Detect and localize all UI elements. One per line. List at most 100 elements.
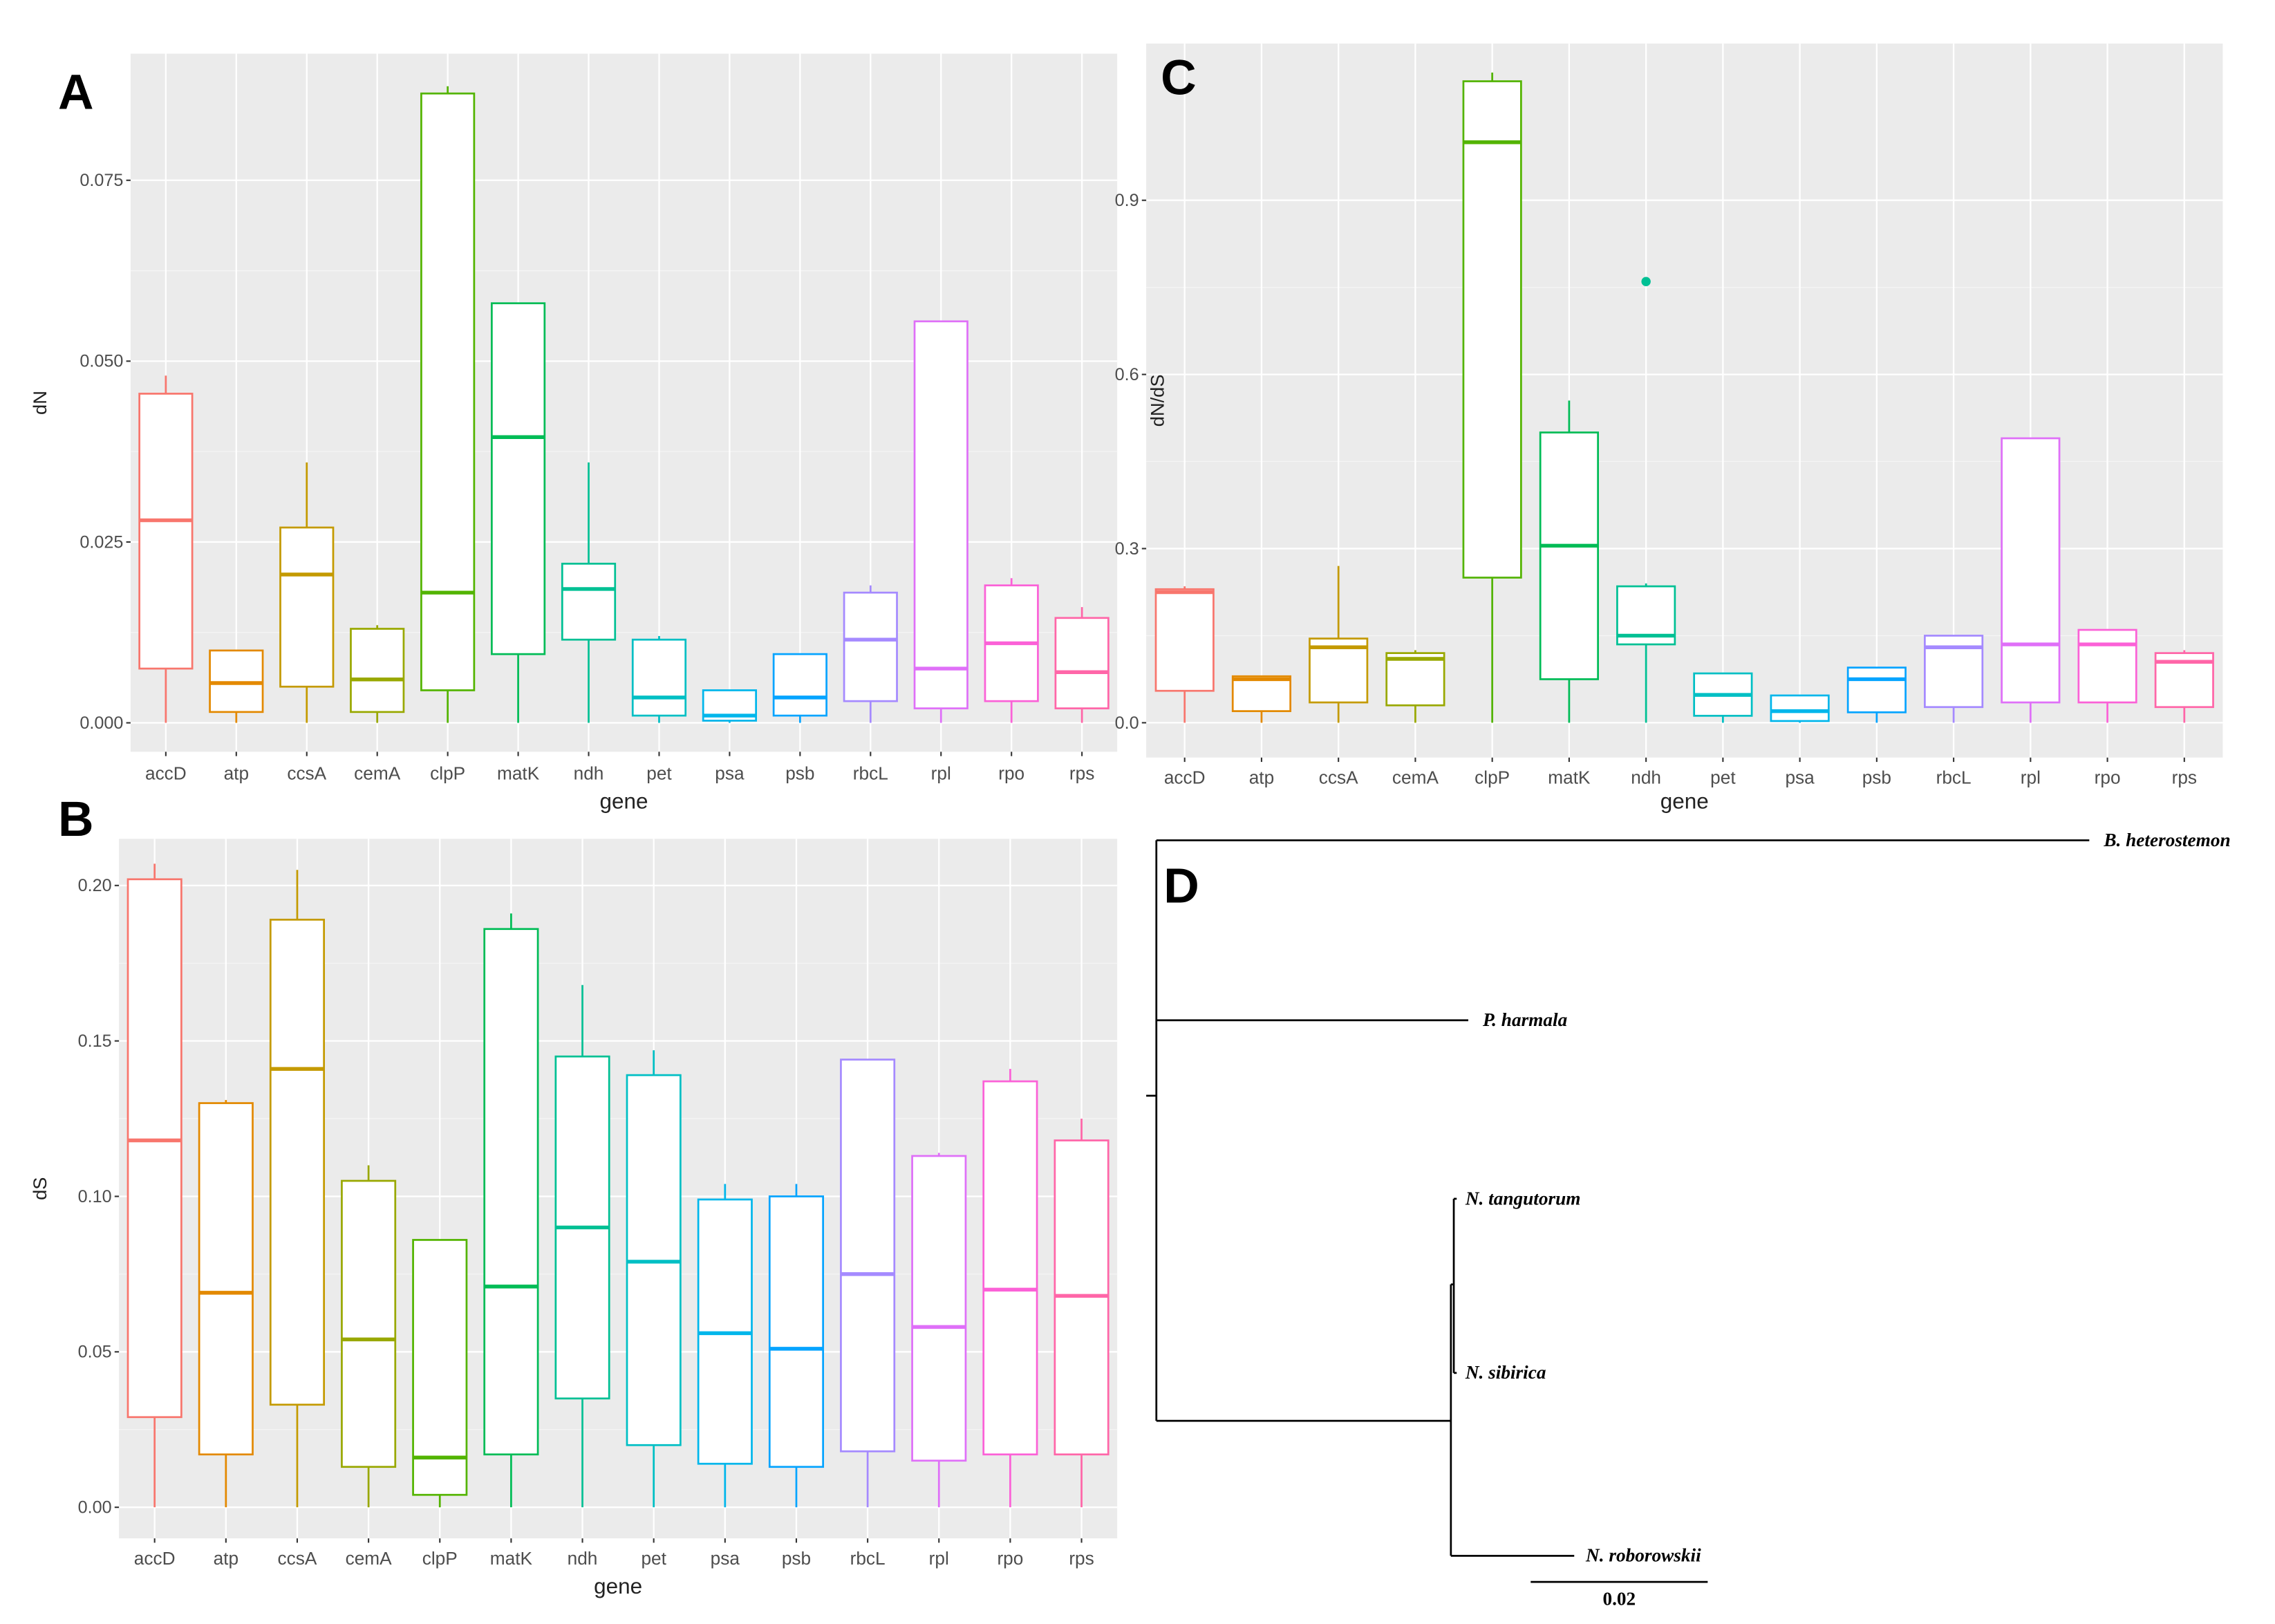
box-psa — [702, 689, 758, 723]
plot-background — [130, 53, 1118, 752]
panel-label: C — [1161, 50, 1197, 105]
box-rps — [1054, 607, 1110, 723]
x-tick-label: pet — [1710, 767, 1736, 788]
box-matK — [490, 302, 546, 723]
x-tick-label: rpl — [2021, 767, 2041, 788]
x-tick-label: cemA — [354, 763, 401, 783]
x-tick-label: accD — [145, 763, 187, 783]
box-cemA — [1385, 650, 1445, 723]
box-iqr — [982, 1080, 1038, 1456]
panel-label: B — [58, 792, 94, 847]
x-tick-label: accD — [134, 1548, 176, 1569]
x-tick-label: rps — [1069, 1548, 1094, 1569]
panel-label: D — [1163, 859, 1199, 914]
panel-label: A — [58, 64, 94, 120]
box-rpl — [911, 1152, 967, 1508]
box-iqr — [341, 1179, 397, 1468]
box-psb — [768, 1184, 825, 1508]
panel-a: 0.000 0.025 0.050 0.075 accD atp ccsA cemA clpP m… — [29, 53, 1118, 813]
box-iqr — [561, 562, 617, 641]
taxon-label: N. tangutorum — [1465, 1188, 1581, 1208]
plot-background — [119, 839, 1118, 1539]
box-iqr — [1846, 666, 1907, 713]
plot-background — [1146, 43, 2223, 758]
x-tick-label: atp — [224, 763, 249, 783]
panel-c: 0.0 0.3 0.6 0.9 accD atp ccsA cemA clpP matK ndh pe… — [1115, 43, 2223, 813]
box-atp — [209, 649, 264, 723]
box-accD — [1154, 586, 1215, 723]
box-rpl — [913, 320, 968, 723]
x-tick-label: atp — [214, 1548, 238, 1569]
box-iqr — [772, 653, 827, 717]
y-tick-label: 0.000 — [79, 713, 123, 733]
x-tick-label: rpo — [997, 1548, 1023, 1569]
box-iqr — [350, 628, 405, 713]
box-iqr — [1309, 637, 1369, 704]
box-psa — [1770, 694, 1830, 723]
y-tick-label: 0.05 — [78, 1343, 112, 1362]
outlier-point — [1641, 277, 1651, 286]
box-rps — [1054, 1119, 1110, 1508]
y-tick-label: 0.6 — [1115, 365, 1139, 384]
box-pet — [1693, 672, 1753, 723]
box-iqr — [420, 92, 476, 691]
box-atp — [198, 1100, 254, 1508]
x-tick-label: atp — [1249, 767, 1274, 788]
box-clpP — [420, 86, 476, 723]
box-psb — [772, 653, 827, 723]
panel-b: 0.00 0.05 0.10 0.15 0.20 accD atp ccsA cemA clpP m… — [29, 792, 1118, 1598]
y-tick-label: 0.0 — [1115, 713, 1139, 733]
y-tick-label: 0.20 — [78, 876, 112, 895]
scale-bar-label: 0.02 — [1602, 1589, 1636, 1609]
y-tick-label: 0.3 — [1115, 539, 1139, 559]
box-ccsA — [269, 870, 326, 1508]
x-tick-label: clpP — [1474, 767, 1510, 788]
box-iqr — [279, 526, 335, 688]
x-tick-label: rps — [1069, 763, 1094, 783]
x-tick-label: rpl — [929, 1548, 949, 1569]
box-accD — [138, 375, 194, 723]
box-clpP — [1462, 72, 1522, 723]
box-iqr — [490, 302, 546, 655]
box-matK — [483, 913, 539, 1508]
box-matK — [1539, 400, 1599, 723]
box-iqr — [840, 1058, 896, 1453]
x-tick-label: ndh — [574, 763, 604, 783]
x-tick-label: rbcL — [850, 1548, 886, 1569]
x-tick-label: rbcL — [1936, 767, 1972, 788]
box-iqr — [483, 928, 539, 1456]
x-axis-title: gene — [1660, 789, 1709, 813]
box-iqr — [127, 878, 182, 1419]
box-iqr — [412, 1239, 468, 1496]
box-iqr — [198, 1102, 254, 1456]
box-ndh — [554, 984, 610, 1508]
box-iqr — [1462, 80, 1522, 579]
x-tick-label: psb — [1862, 767, 1891, 788]
taxon-label: N. sibirica — [1465, 1362, 1546, 1383]
box-ndh — [561, 462, 617, 723]
box-cemA — [341, 1165, 397, 1508]
box-rpo — [982, 1069, 1038, 1508]
box-iqr — [1054, 617, 1110, 709]
box-pet — [626, 1050, 682, 1508]
box-accD — [127, 864, 182, 1508]
box-iqr — [843, 591, 898, 702]
x-tick-label: ndh — [1631, 767, 1661, 788]
x-tick-label: psa — [715, 763, 745, 783]
y-tick-label: 0.10 — [78, 1187, 112, 1206]
box-ccsA — [1309, 566, 1369, 723]
box-iqr — [913, 320, 968, 709]
box-pet — [631, 635, 687, 723]
x-tick-label: clpP — [422, 1548, 458, 1569]
box-ccsA — [279, 462, 335, 723]
box-rpo — [984, 578, 1039, 723]
box-iqr — [1770, 694, 1830, 722]
y-tick-label: 0.9 — [1115, 191, 1139, 210]
y-tick-label: 0.075 — [79, 171, 123, 190]
x-tick-label: ccsA — [1319, 767, 1358, 788]
x-tick-label: rpo — [2095, 767, 2121, 788]
box-atp — [1231, 675, 1292, 723]
phylogenetic-tree — [1146, 839, 2090, 1583]
x-tick-label: rpl — [931, 763, 951, 783]
box-iqr — [2077, 628, 2137, 704]
